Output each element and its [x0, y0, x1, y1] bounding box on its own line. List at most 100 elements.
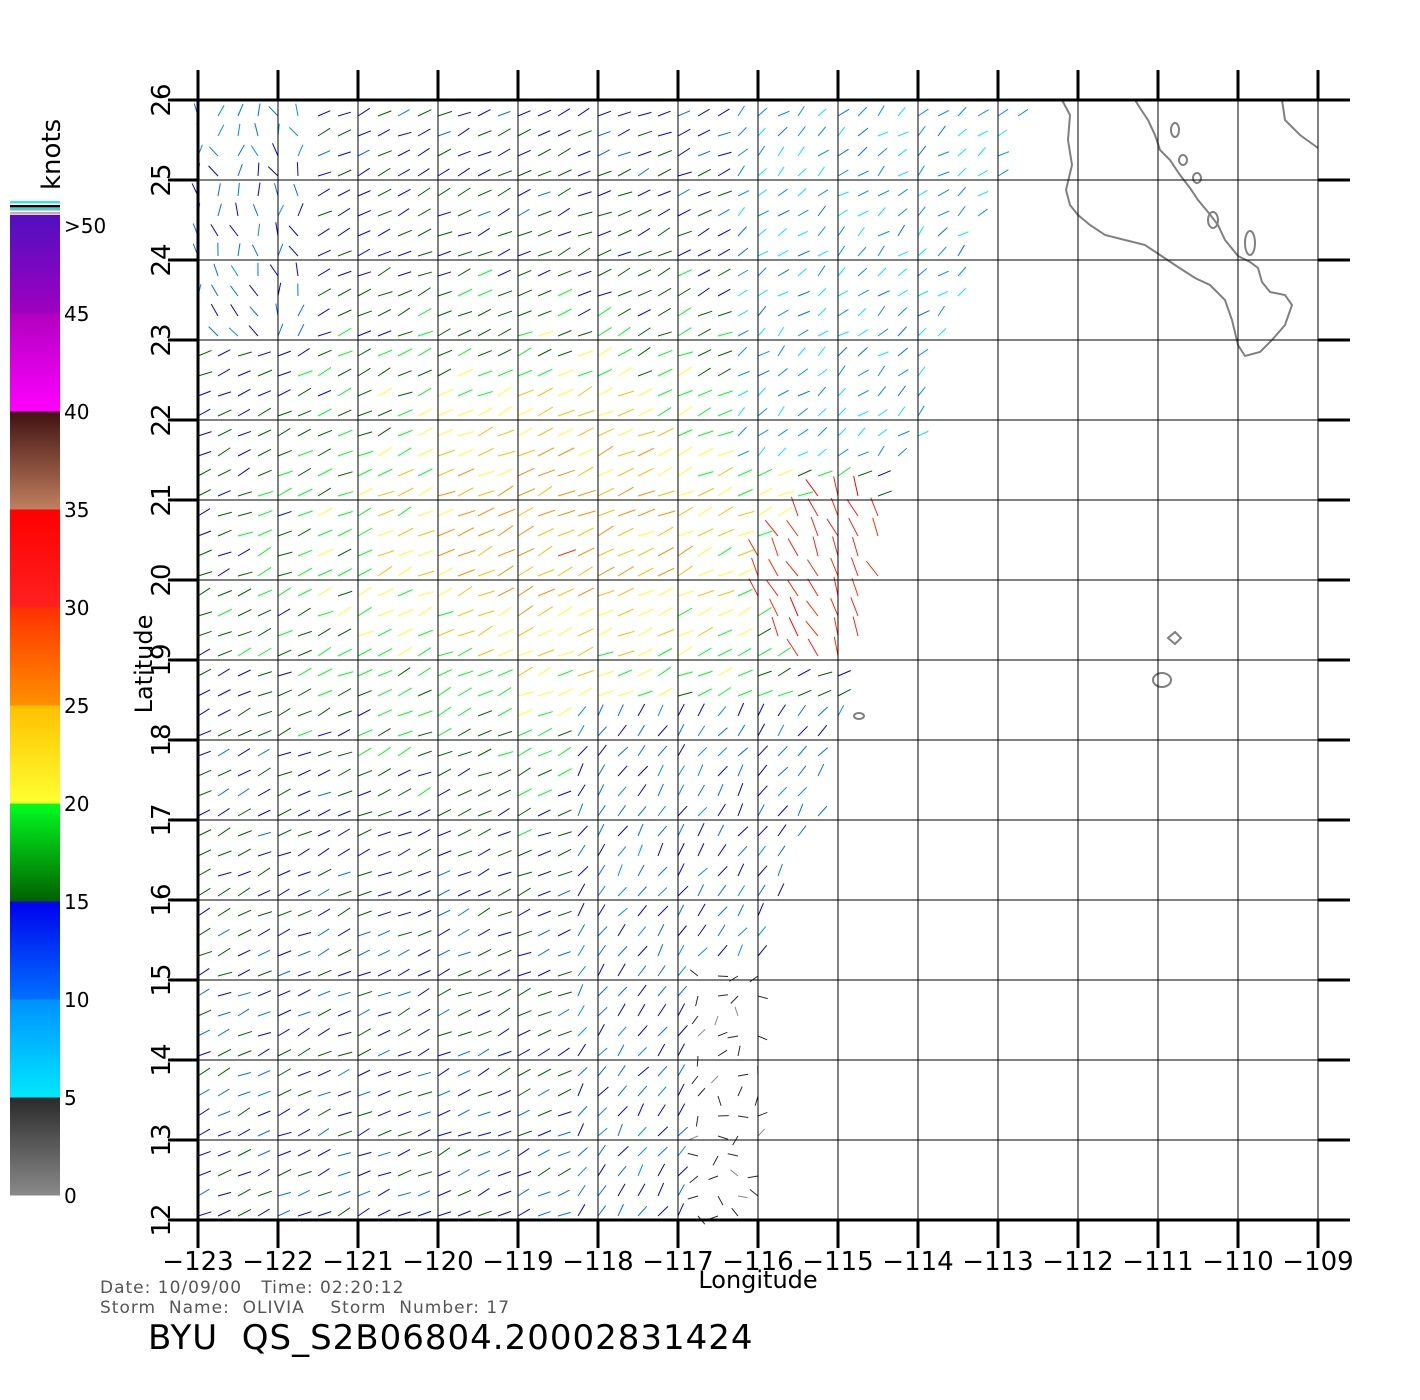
wind-vector [806, 600, 819, 617]
wind-vector [337, 768, 351, 777]
wind-vector [257, 949, 271, 957]
wind-vector [337, 568, 353, 577]
wind-vector [210, 224, 219, 237]
wind-vector [557, 606, 573, 617]
wind-vector [257, 1150, 271, 1157]
wind-vector [437, 808, 452, 817]
wind-vector [777, 146, 785, 157]
wind-vector [288, 245, 299, 257]
wind-vector [477, 210, 491, 217]
wind-vector [677, 691, 693, 697]
wind-vector [657, 208, 671, 217]
wind-vector [457, 329, 472, 337]
wind-vector [757, 1128, 766, 1137]
wind-vector [357, 549, 373, 557]
wind-vector [417, 1210, 432, 1217]
wind-vector [437, 528, 455, 537]
wind-vector [557, 991, 572, 997]
wind-vector [657, 267, 671, 277]
wind-vector [377, 1090, 391, 1097]
wind-vector [597, 306, 612, 317]
wind-vector [637, 806, 647, 817]
wind-vector [691, 1015, 699, 1025]
wind-vector [677, 743, 686, 757]
wind-vector [417, 187, 431, 197]
wind-vector [617, 669, 633, 677]
wind-vector [197, 829, 212, 837]
wind-vector [797, 451, 809, 457]
wind-vector [697, 448, 714, 457]
wind-vector [577, 427, 594, 437]
wind-vector [517, 767, 531, 777]
wind-vector [817, 149, 830, 157]
wind-vector [296, 162, 299, 177]
wind-vector [497, 888, 512, 897]
wind-vector [577, 527, 594, 537]
wind-vector [357, 1190, 371, 1197]
wind-vector [577, 965, 586, 977]
wind-vector [257, 748, 270, 757]
wind-vector [277, 1168, 292, 1177]
wind-vector [457, 991, 472, 997]
wind-vector [748, 578, 759, 597]
wind-vector [357, 468, 373, 477]
wind-vector [497, 269, 511, 277]
wind-vector [697, 747, 708, 757]
wind-vector [437, 1147, 451, 1157]
wind-vector [977, 208, 988, 217]
wind-vector [337, 129, 352, 137]
wind-vector [557, 688, 574, 697]
wind-vector [317, 731, 332, 737]
wind-vector [732, 1135, 739, 1146]
wind-vector [677, 1166, 688, 1177]
wind-vector [697, 606, 713, 617]
wind-vector [337, 671, 354, 677]
wind-vector [397, 1169, 412, 1177]
wind-vector [477, 810, 492, 817]
wind-vector [617, 111, 632, 117]
wind-vector [697, 528, 714, 537]
wind-vector [417, 771, 432, 777]
wind-vector [637, 608, 654, 617]
wind-vector [837, 226, 846, 237]
wind-vector [277, 371, 292, 377]
wind-vector [597, 1047, 608, 1057]
wind-vector [757, 107, 768, 117]
wind-vector [657, 687, 673, 697]
wind-vector [517, 871, 533, 877]
wind-vector [617, 191, 633, 197]
wind-vector [757, 305, 767, 317]
wind-vector [812, 536, 819, 557]
wind-vector [597, 445, 614, 457]
wind-vector [977, 109, 989, 117]
wind-vector [697, 150, 711, 157]
wind-vector [497, 730, 513, 737]
wind-vector [237, 630, 252, 637]
wind-vector [517, 1068, 531, 1077]
wind-vector [437, 449, 455, 457]
wind-vector [297, 809, 311, 817]
wind-vector [877, 428, 888, 437]
wind-vector [357, 330, 372, 337]
wind-vector [517, 908, 531, 917]
wind-vector [597, 926, 608, 937]
wind-vector [577, 191, 592, 197]
wind-vector [457, 829, 472, 837]
wind-vector [257, 1110, 271, 1117]
wind-vector [517, 1088, 531, 1097]
legend-label: 0 [64, 1184, 77, 1208]
wind-vector [617, 1044, 625, 1057]
wind-vector [317, 791, 331, 797]
wind-vector [617, 428, 634, 437]
wind-vector [277, 487, 292, 497]
wind-vector [277, 708, 291, 717]
wind-vector [317, 1069, 331, 1077]
wind-vector [257, 1070, 271, 1077]
wind-vector [297, 410, 312, 417]
wind-vector [712, 1155, 719, 1166]
wind-vector [337, 387, 352, 397]
wind-vector [437, 587, 453, 597]
wind-vector [250, 145, 259, 157]
wind-vector [637, 430, 655, 437]
